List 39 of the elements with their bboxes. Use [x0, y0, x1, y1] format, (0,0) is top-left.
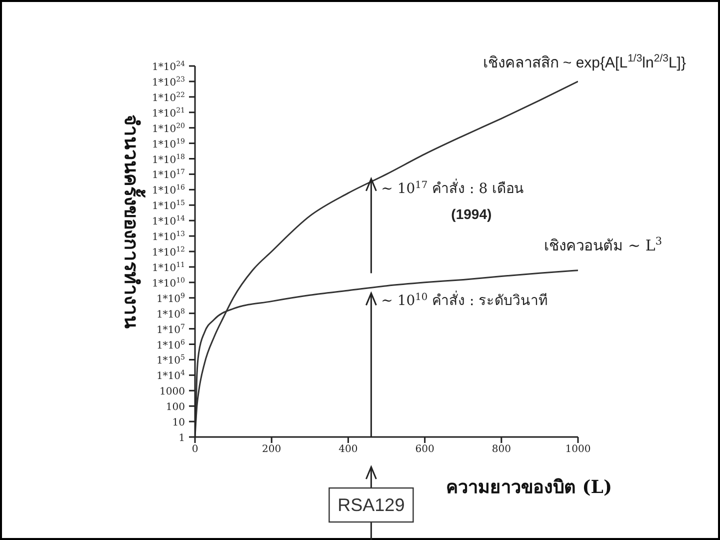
y-tick-label: 1*10$^{12}$: [152, 246, 185, 258]
x-tick-label: 600: [415, 444, 434, 456]
y-tick-label: 1*10$^{15}$: [152, 199, 185, 212]
text: RSA129: [338, 495, 405, 515]
y-tick-label: 1000: [160, 386, 185, 398]
y-tick-label: 10: [172, 418, 185, 429]
y-tick-label: 100: [166, 402, 185, 414]
series-label: เชิงคลาสสิก ~ exp{A[L$^{1/3}$ln$^{2/3}$L]}: [482, 52, 686, 72]
y-axis-title: จำนวนครั้งของการทำงาน: [120, 114, 146, 328]
y-tick-label: 1*10$^{4}$: [156, 369, 186, 382]
y-tick-label: 1*10$^{21}$: [152, 106, 185, 120]
y-tick-label: 1*10$^{10}$: [152, 276, 185, 290]
y-tick-label: 1*10$^{20}$: [152, 122, 185, 135]
y-tick-label: 1*10$^{14}$: [152, 214, 186, 228]
y-tick-label: 1*10$^{8}$: [156, 307, 185, 320]
y-tick-label: 1*10$^{5}$: [156, 354, 185, 367]
x-tick-label: 0: [192, 444, 198, 456]
y-tick-label: 1*10$^{11}$: [152, 260, 185, 274]
x-axis-title: ความยาวของบิต (L): [446, 477, 612, 498]
x-tick-label: 800: [492, 444, 511, 456]
y-tick-label: 1*10$^{18}$: [152, 152, 185, 166]
y-tick-label: 1*10$^{24}$: [152, 60, 186, 73]
x-tick-label: 1000: [565, 444, 591, 456]
series-label: เชิงควอนตัม ~ L$^{3}$: [544, 235, 662, 254]
y-tick-label: 1*10$^{22}$: [152, 90, 185, 104]
y-tick-label: 1*10$^{9}$: [156, 292, 185, 305]
y-tick-label: 1*10$^{7}$: [156, 322, 185, 336]
y-tick-label: 1*10$^{16}$: [152, 184, 186, 197]
annotation: ~ 10$^{17}$ คำสั่ง : 8 เดือน: [381, 178, 524, 197]
y-tick-label: 1*10$^{19}$: [152, 137, 185, 150]
x-tick-label: 400: [338, 444, 358, 456]
annotation: (1994): [451, 206, 492, 222]
y-tick-label: 1*10$^{23}$: [152, 75, 185, 88]
y-tick-label: 1*10$^{17}$: [152, 168, 185, 182]
annotation: ~ 10$^{10}$ คำสั่ง : ระดับวินาที: [381, 291, 548, 310]
y-tick-label: 1: [178, 433, 185, 444]
y-tick-label: 1*10$^{6}$: [156, 338, 186, 352]
y-tick-label: 1*10$^{13}$: [152, 230, 185, 244]
x-tick-label: 200: [262, 444, 282, 456]
